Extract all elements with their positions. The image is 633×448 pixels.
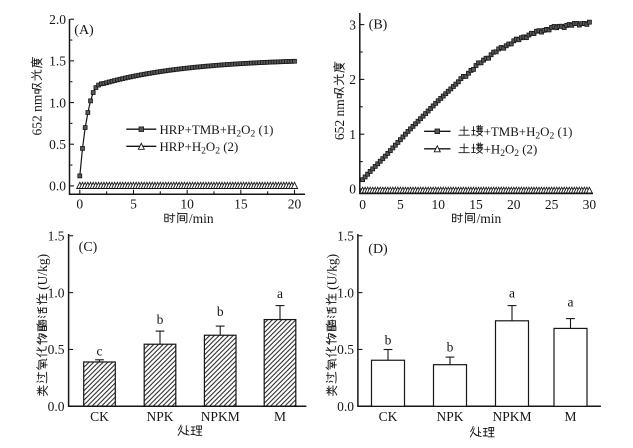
svg-text:O: O	[505, 142, 514, 156]
svg-text:0.5: 0.5	[49, 137, 66, 152]
svg-text:15: 15	[234, 196, 248, 211]
svg-text:O: O	[241, 123, 250, 137]
svg-text:20: 20	[507, 197, 521, 212]
svg-text:652 nm: 652 nm	[332, 99, 347, 140]
svg-text:2: 2	[535, 132, 540, 142]
svg-text:652 nm: 652 nm	[30, 94, 45, 135]
svg-text:1.0: 1.0	[337, 285, 354, 300]
svg-text:0: 0	[359, 197, 366, 212]
svg-text:b: b	[385, 333, 392, 348]
svg-text:(A): (A)	[74, 23, 94, 38]
svg-text:a: a	[509, 286, 515, 301]
svg-text:5: 5	[397, 197, 404, 212]
svg-text:0.0: 0.0	[337, 399, 354, 414]
svg-text:b: b	[217, 304, 224, 319]
svg-text:O: O	[206, 140, 215, 154]
svg-text:NPKM: NPKM	[492, 409, 531, 424]
svg-text:(C): (C)	[79, 240, 98, 255]
svg-text:(2): (2)	[220, 140, 238, 154]
svg-text:c: c	[97, 344, 103, 359]
svg-text:2: 2	[236, 129, 241, 139]
svg-text:+H: +H	[484, 142, 501, 156]
svg-text:2: 2	[500, 149, 505, 159]
svg-text:/min: /min	[189, 211, 214, 226]
svg-text:2: 2	[549, 132, 554, 142]
svg-text:0.5: 0.5	[48, 342, 65, 357]
svg-text:20: 20	[288, 196, 302, 211]
svg-text:NPK: NPK	[146, 409, 173, 424]
svg-text:b: b	[157, 312, 164, 327]
svg-text:1.5: 1.5	[49, 54, 66, 69]
svg-text:M: M	[274, 409, 286, 424]
svg-text:NPK: NPK	[436, 409, 463, 424]
svg-text:2.0: 2.0	[49, 12, 66, 27]
svg-text:2: 2	[514, 149, 519, 159]
svg-text:10: 10	[431, 197, 445, 212]
svg-text:a: a	[568, 294, 574, 309]
svg-text:M: M	[564, 409, 576, 424]
svg-text:(D): (D)	[368, 242, 388, 257]
svg-text:2: 2	[349, 72, 356, 87]
svg-text:3: 3	[349, 17, 356, 32]
svg-text:(U/kg): (U/kg)	[35, 254, 50, 293]
svg-text:b: b	[447, 340, 454, 355]
svg-text:1.5: 1.5	[337, 228, 354, 243]
svg-text:25: 25	[545, 197, 559, 212]
svg-text:1.5: 1.5	[48, 228, 65, 243]
svg-text:0.0: 0.0	[49, 179, 66, 194]
svg-text:CK: CK	[379, 409, 398, 424]
svg-text:0.0: 0.0	[48, 399, 65, 414]
svg-text:a: a	[277, 286, 283, 301]
svg-text:(1): (1)	[255, 123, 273, 137]
svg-text:NPKM: NPKM	[201, 409, 240, 424]
svg-text:30: 30	[583, 197, 597, 212]
svg-text:1: 1	[349, 127, 356, 142]
svg-text:(U/kg): (U/kg)	[324, 254, 339, 293]
svg-text:(1): (1)	[554, 125, 572, 139]
svg-text:15: 15	[469, 197, 483, 212]
svg-text:CK: CK	[90, 409, 109, 424]
svg-text:O: O	[540, 125, 549, 139]
svg-text:2: 2	[215, 147, 220, 157]
svg-text:10: 10	[180, 196, 194, 211]
svg-text:1.0: 1.0	[48, 285, 65, 300]
svg-text:0: 0	[76, 196, 83, 211]
svg-text:(B): (B)	[369, 17, 388, 32]
svg-text:/min: /min	[477, 211, 502, 226]
svg-text:0.5: 0.5	[337, 342, 354, 357]
svg-text:HRP+TMB+H: HRP+TMB+H	[160, 123, 237, 137]
svg-text:5: 5	[130, 196, 137, 211]
svg-text:1.0: 1.0	[49, 95, 66, 110]
svg-text:2: 2	[201, 147, 206, 157]
svg-text:0: 0	[349, 182, 356, 197]
svg-text:2: 2	[250, 129, 255, 139]
svg-text:HRP+H: HRP+H	[160, 140, 202, 154]
svg-text:(2): (2)	[519, 142, 537, 156]
svg-text:+TMB+H: +TMB+H	[484, 125, 536, 139]
